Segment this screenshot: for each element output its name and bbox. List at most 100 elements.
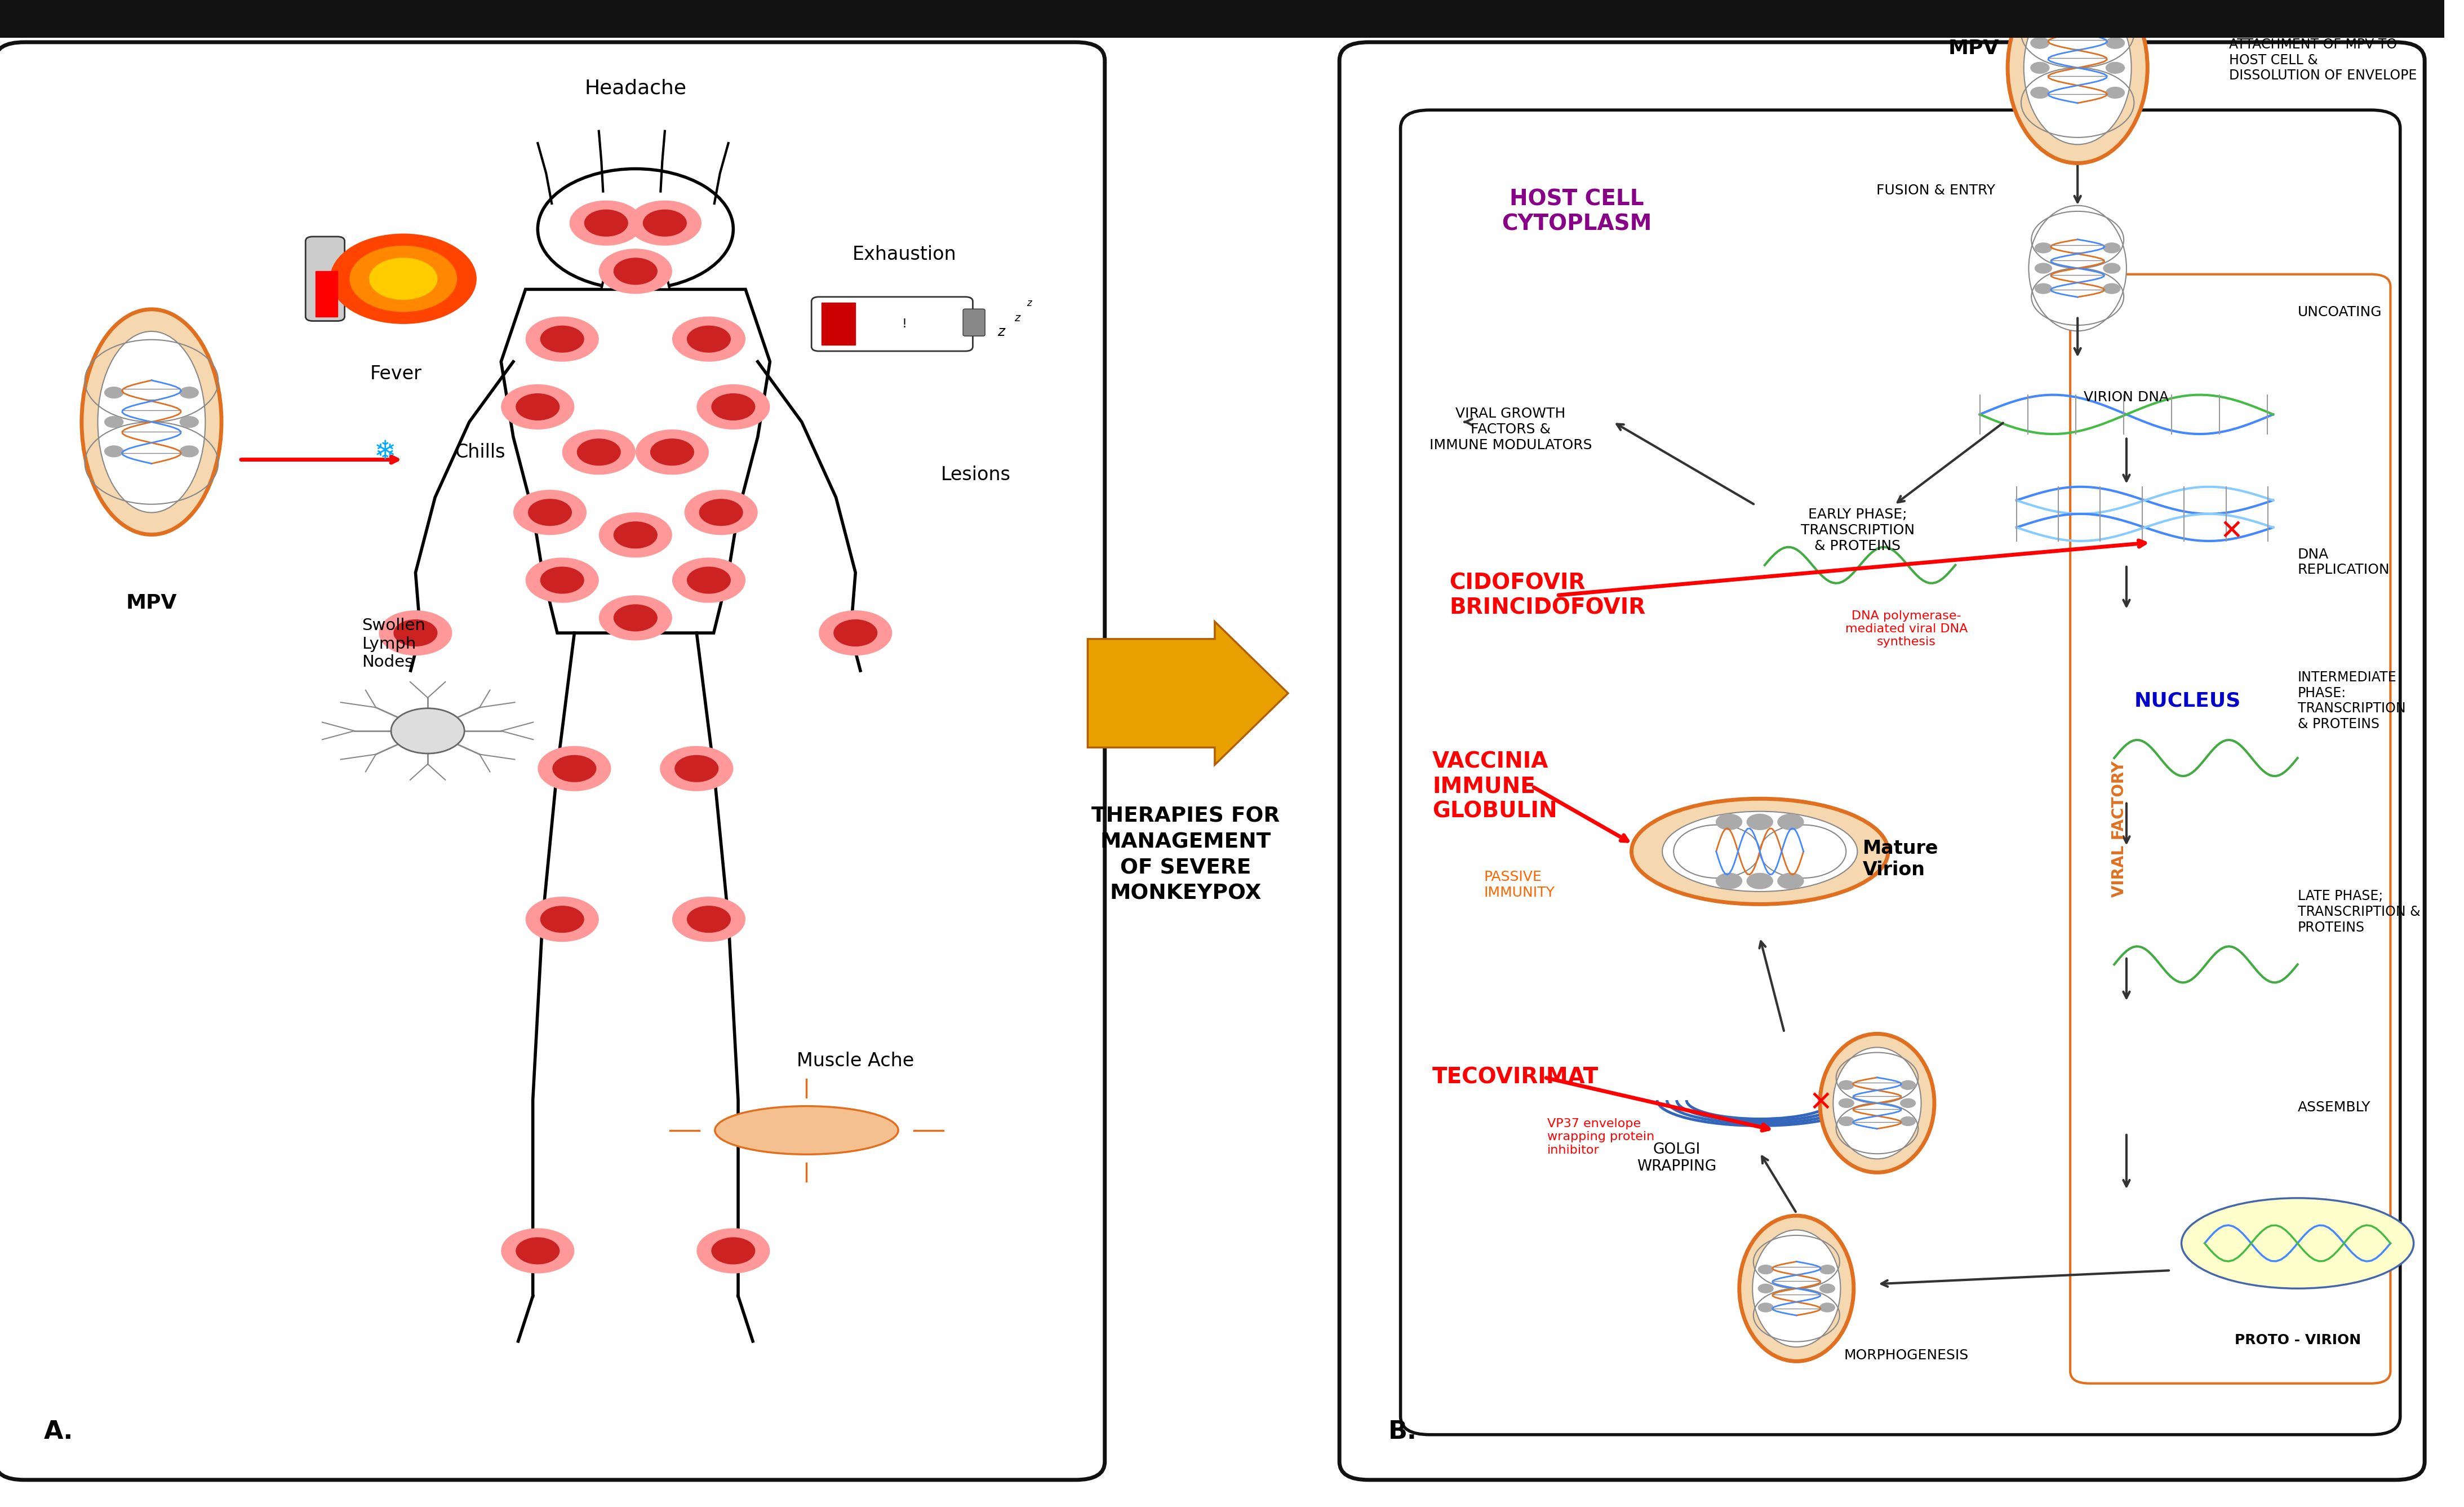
Ellipse shape [1631, 799, 1887, 904]
Circle shape [394, 619, 439, 647]
Circle shape [660, 746, 734, 791]
Circle shape [599, 249, 673, 294]
Circle shape [180, 387, 200, 398]
Ellipse shape [715, 1106, 899, 1154]
Text: GOLGI
WRAPPING: GOLGI WRAPPING [1636, 1142, 1717, 1174]
Text: FUSION & ENTRY: FUSION & ENTRY [1878, 184, 1996, 197]
Circle shape [685, 490, 759, 535]
Text: Lesions: Lesions [941, 466, 1010, 484]
Text: Headache: Headache [584, 78, 687, 98]
FancyBboxPatch shape [1340, 42, 2425, 1480]
Circle shape [1757, 1264, 1774, 1275]
Ellipse shape [2023, 0, 2131, 145]
Polygon shape [315, 271, 338, 316]
Circle shape [614, 258, 658, 285]
Text: VIRION DNA: VIRION DNA [2085, 390, 2168, 404]
Circle shape [1777, 873, 1804, 889]
Circle shape [584, 209, 628, 237]
Circle shape [687, 326, 732, 353]
Ellipse shape [1833, 1047, 1922, 1159]
Circle shape [537, 169, 734, 289]
Text: UNCOATING: UNCOATING [2296, 306, 2383, 318]
Circle shape [599, 512, 673, 558]
Text: z: z [1015, 312, 1020, 322]
Text: VACCINIA
IMMUNE
GLOBULIN: VACCINIA IMMUNE GLOBULIN [1432, 750, 1557, 823]
Polygon shape [500, 289, 769, 633]
Text: Chills: Chills [456, 443, 505, 461]
Circle shape [515, 393, 559, 420]
Circle shape [650, 439, 695, 466]
Ellipse shape [99, 332, 205, 512]
Circle shape [180, 416, 200, 428]
Ellipse shape [2008, 0, 2149, 163]
Circle shape [540, 567, 584, 594]
Circle shape [1838, 1081, 1855, 1090]
Circle shape [103, 446, 123, 457]
Circle shape [2030, 38, 2050, 48]
Circle shape [1900, 1099, 1917, 1108]
Circle shape [614, 521, 658, 549]
Text: Exhaustion: Exhaustion [853, 246, 956, 264]
Circle shape [2107, 38, 2124, 48]
Text: Fever: Fever [370, 365, 421, 383]
Circle shape [673, 897, 747, 942]
Circle shape [599, 595, 673, 640]
Circle shape [1900, 1081, 1917, 1090]
Circle shape [2035, 283, 2053, 294]
Ellipse shape [81, 309, 222, 535]
Text: z: z [1027, 298, 1032, 307]
Text: MORPHOGENESIS: MORPHOGENESIS [1843, 1349, 1969, 1362]
Circle shape [2030, 62, 2050, 74]
Text: VP37 envelope
wrapping protein
inhibitor: VP37 envelope wrapping protein inhibitor [1547, 1118, 1653, 1156]
Circle shape [577, 439, 621, 466]
Circle shape [1818, 1302, 1836, 1313]
Text: DNA polymerase-
mediated viral DNA
synthesis: DNA polymerase- mediated viral DNA synth… [1846, 610, 1969, 648]
Polygon shape [601, 268, 670, 289]
Text: ✕: ✕ [1809, 1090, 1833, 1117]
Circle shape [513, 490, 586, 535]
FancyArrow shape [1087, 621, 1289, 764]
Circle shape [643, 209, 687, 237]
Text: THERAPIES FOR
MANAGEMENT
OF SEVERE
MONKEYPOX: THERAPIES FOR MANAGEMENT OF SEVERE MONKE… [1092, 806, 1279, 904]
Circle shape [540, 326, 584, 353]
Circle shape [712, 1237, 756, 1264]
Ellipse shape [1752, 1230, 1841, 1347]
Circle shape [2102, 262, 2122, 274]
Text: LATE PHASE;
TRANSCRIPTION &
PROTEINS: LATE PHASE; TRANSCRIPTION & PROTEINS [2296, 889, 2420, 934]
Text: DNA
REPLICATION: DNA REPLICATION [2296, 547, 2390, 577]
Circle shape [1747, 873, 1774, 889]
Circle shape [687, 906, 732, 933]
Circle shape [2107, 62, 2124, 74]
Text: VIRAL GROWTH
FACTORS &
IMMUNE MODULATORS: VIRAL GROWTH FACTORS & IMMUNE MODULATORS [1429, 407, 1592, 452]
Circle shape [1838, 1117, 1855, 1126]
Text: MPV: MPV [126, 594, 177, 612]
Circle shape [1715, 873, 1742, 889]
Text: PROTO - VIRION: PROTO - VIRION [2235, 1334, 2361, 1347]
Ellipse shape [1821, 1034, 1934, 1172]
Text: INTERMEDIATE
PHASE:
TRANSCRIPTION
& PROTEINS: INTERMEDIATE PHASE: TRANSCRIPTION & PROT… [2296, 671, 2405, 731]
Text: EARLY PHASE;
TRANSCRIPTION
& PROTEINS: EARLY PHASE; TRANSCRIPTION & PROTEINS [1801, 508, 1915, 553]
Text: Swollen
Lymph
Nodes: Swollen Lymph Nodes [362, 618, 426, 671]
FancyBboxPatch shape [811, 297, 973, 351]
Circle shape [628, 200, 702, 246]
Circle shape [562, 429, 636, 475]
Text: Mature
Virion: Mature Virion [1863, 839, 1939, 879]
Circle shape [1777, 814, 1804, 830]
Circle shape [712, 393, 756, 420]
Circle shape [392, 708, 463, 754]
Circle shape [2035, 243, 2053, 253]
Circle shape [527, 499, 572, 526]
Circle shape [2102, 283, 2122, 294]
Circle shape [500, 1228, 574, 1273]
Circle shape [500, 384, 574, 429]
Circle shape [2107, 87, 2124, 98]
Circle shape [2035, 262, 2053, 274]
Circle shape [1715, 814, 1742, 830]
Text: ✕: ✕ [2220, 518, 2242, 546]
Circle shape [103, 416, 123, 428]
Circle shape [525, 316, 599, 362]
Circle shape [675, 755, 719, 782]
Circle shape [540, 906, 584, 933]
Circle shape [1757, 1302, 1774, 1313]
FancyBboxPatch shape [963, 309, 986, 336]
